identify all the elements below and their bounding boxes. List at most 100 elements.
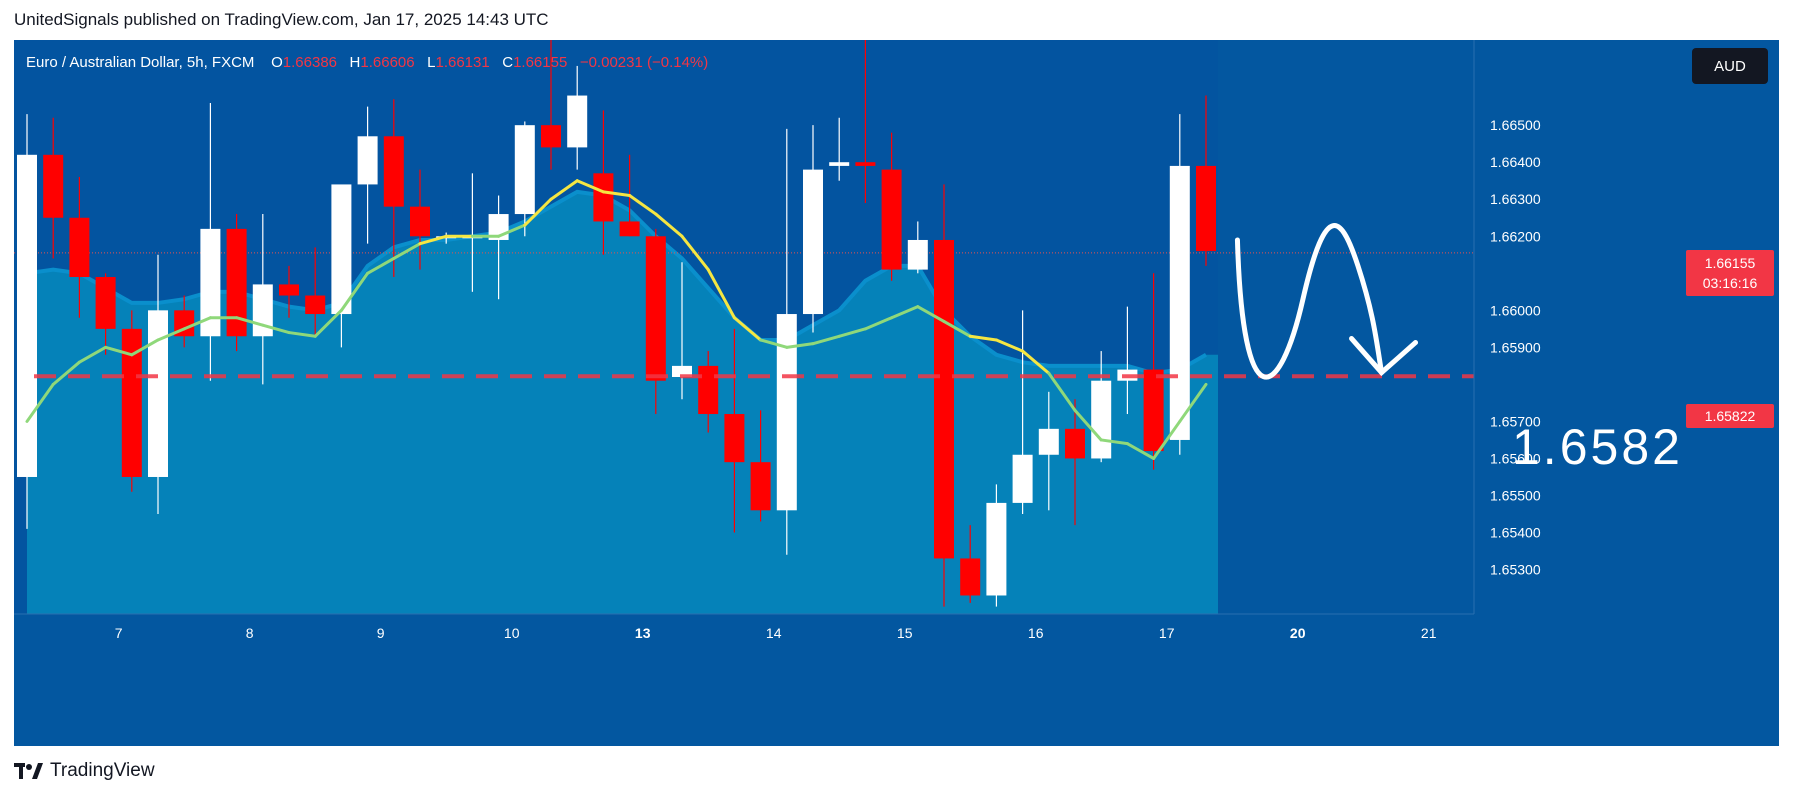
y-tick-label: 1.66300 [1490,191,1541,207]
candle-body [960,558,981,596]
area-series-fill [27,191,1218,614]
moving-average-segment [654,212,684,238]
target-price-tag: 1.65822 [1686,404,1774,428]
moving-average-segment [104,345,134,357]
instrument-name[interactable]: Euro / Australian Dollar, 5h, FXCM [26,54,255,71]
y-tick-label: 1.66000 [1490,302,1541,318]
high-value: 1.66606 [360,54,415,71]
x-tick-label: 17 [1159,625,1175,641]
candle-body [803,169,823,315]
open-value: 1.66386 [282,54,338,71]
moving-average-segment [890,305,920,320]
moving-average-segment [863,316,894,331]
x-tick-label: 8 [246,625,254,641]
y-tick-label: 1.66400 [1490,154,1541,170]
moving-average-segment [392,242,422,260]
candle-body [148,310,168,477]
footer-brand[interactable]: TradingView [14,760,155,782]
moving-average-segment [1047,371,1077,412]
moving-average-segment [235,316,265,327]
close-label: C [502,54,514,71]
x-tick-label: 10 [504,625,520,641]
candle-body [121,328,142,477]
moving-average-segment [287,331,317,338]
candle-body [1065,428,1085,459]
last-price-tag: 1.66155 03:16:16 [1686,250,1774,296]
x-tick-label: 9 [377,625,385,641]
candle-body [541,125,561,148]
footer-brand-label: TradingView [50,760,155,781]
y-tick-label: 1.65300 [1490,562,1541,578]
open-label: O [271,54,283,71]
candle-body [593,173,614,222]
candle-body [1196,165,1216,252]
moving-average-segment [785,342,815,349]
change-value: −0.00231 (−0.14%) [579,54,709,71]
moving-average-segment [366,256,396,275]
moving-average-segment [549,179,579,201]
moving-average-segment [1125,442,1156,460]
y-tick-label: 1.66200 [1490,228,1541,244]
x-tick-label: 21 [1421,625,1437,641]
moving-average-segment [77,345,108,364]
y-tick-label: 1.65700 [1490,413,1541,429]
last-price-value: 1.66155 [1704,255,1756,271]
moving-average-segment [418,234,448,246]
candle-body [43,154,64,218]
candle-body [881,169,902,270]
moving-average-segment [156,327,186,342]
candle-body [305,295,326,315]
moving-average-segment [1021,349,1051,375]
target-annotation: 1.6582 [1512,419,1683,475]
x-tick-label: 14 [766,625,782,641]
currency-button[interactable]: AUD [1692,48,1768,84]
area-series-edge [26,189,1207,376]
y-tick-label: 1.65900 [1490,339,1541,355]
bar-countdown: 03:16:16 [1702,275,1758,291]
candle-body [645,236,666,381]
high-label: H [349,54,361,71]
candle-body [934,239,954,559]
moving-average-segment [916,305,946,323]
candle-body [383,136,404,207]
moving-average-segment [313,308,343,338]
moving-average-segment [994,338,1025,353]
candle-body [750,462,771,511]
candle-body [672,365,692,377]
x-tick-label: 20 [1290,625,1306,641]
candle-body [907,239,928,270]
moving-average-segment [628,194,658,216]
x-tick-label: 7 [115,625,123,641]
y-tick-label: 1.65500 [1490,487,1541,503]
moving-average-segment [523,197,553,227]
candle-body [567,95,588,148]
candle-body [514,125,535,215]
publisher-header: UnitedSignals published on TradingView.c… [14,10,549,29]
moving-average-segment [811,334,841,346]
moving-average-segment [182,316,212,331]
moving-average-segment [1152,419,1182,460]
candle-body [1143,369,1164,452]
moving-average-segment [51,360,81,386]
moving-average-segment [732,316,763,342]
low-label: L [427,54,436,71]
chart-frame[interactable]: 1.66500 1.66400 1.66300 1.66200 1.66000 1.659… [14,40,1779,746]
price-chart[interactable]: 1.66500 1.66400 1.66300 1.66200 1.66000 1.659… [14,40,1779,746]
candle-body [1169,165,1190,440]
candle-body [357,136,378,185]
moving-average-segment [575,179,605,194]
candle-body [69,217,90,278]
moving-average-segment [942,319,972,338]
moving-average-segment [759,338,789,349]
moving-average-segment [968,334,998,342]
candle-body [855,162,876,166]
moving-average-segment [837,327,867,338]
candle-body [95,277,116,329]
moving-average-segment [706,268,736,320]
moving-average-segment [25,382,55,423]
moving-average-segment [339,271,370,312]
low-value: 1.66131 [435,54,490,71]
projection-path [1234,223,1385,380]
candle-body [1091,380,1112,459]
y-tick-label: 1.66500 [1490,117,1541,133]
